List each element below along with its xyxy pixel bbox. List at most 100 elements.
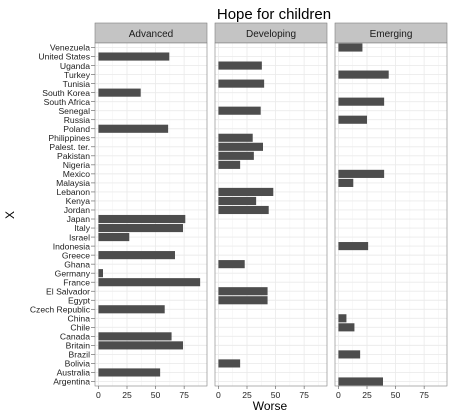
bar bbox=[338, 178, 354, 187]
y-tick-label: Italy bbox=[74, 223, 90, 233]
bar bbox=[218, 79, 265, 88]
y-tick-label: Australia bbox=[57, 368, 91, 378]
y-tick-label: Germany bbox=[55, 268, 91, 278]
bar bbox=[218, 160, 241, 169]
y-tick-label: Czech Republic bbox=[30, 304, 91, 314]
bar bbox=[218, 187, 274, 196]
y-tick-label: Egypt bbox=[68, 295, 91, 305]
y-tick-label: Philippines bbox=[48, 133, 90, 143]
bar bbox=[218, 205, 269, 215]
panel-border bbox=[334, 42, 448, 387]
bar bbox=[218, 61, 262, 70]
bar bbox=[218, 196, 257, 206]
y-tick-label: Brazil bbox=[69, 350, 91, 360]
bar bbox=[218, 106, 261, 115]
bar bbox=[98, 124, 169, 133]
bar bbox=[98, 223, 183, 233]
y-tick-label: El Salvador bbox=[46, 286, 90, 296]
x-tick-label: 25 bbox=[362, 390, 372, 400]
x-tick-label: 50 bbox=[271, 390, 281, 400]
bar bbox=[338, 169, 385, 178]
y-tick-label: South Korea bbox=[42, 88, 90, 98]
y-tick-label: Lebanon bbox=[57, 187, 91, 197]
y-tick-label: Poland bbox=[63, 124, 90, 134]
y-tick-label: Canada bbox=[60, 332, 90, 342]
y-tick-label: Turkey bbox=[64, 70, 91, 80]
bar bbox=[98, 368, 161, 377]
facet-strip-label: Advanced bbox=[129, 29, 173, 40]
bar bbox=[218, 151, 254, 160]
bar bbox=[218, 142, 263, 151]
y-axis-label: X bbox=[3, 211, 17, 219]
bar bbox=[98, 269, 103, 278]
chart-title: Hope for children bbox=[217, 6, 331, 23]
bar bbox=[98, 88, 141, 97]
y-tick-label: Venezuela bbox=[50, 43, 90, 53]
bar bbox=[218, 260, 245, 269]
y-tick-label: Mexico bbox=[63, 169, 90, 179]
y-tick-label: Uganda bbox=[60, 61, 90, 71]
panel-background bbox=[95, 43, 207, 386]
y-tick-label: Pakistan bbox=[57, 151, 90, 161]
bar bbox=[98, 214, 186, 224]
x-tick-label: 50 bbox=[391, 390, 401, 400]
y-tick-label: South Africa bbox=[44, 97, 91, 107]
x-tick-label: 0 bbox=[216, 390, 221, 400]
y-tick-label: Russia bbox=[64, 115, 90, 125]
bar bbox=[218, 296, 268, 305]
y-tick-label: France bbox=[63, 277, 90, 287]
x-tick-label: 75 bbox=[419, 390, 429, 400]
y-tick-label: United States bbox=[38, 52, 90, 62]
x-tick-label: 75 bbox=[299, 390, 309, 400]
y-tick-label: Senegal bbox=[58, 106, 90, 116]
y-tick-label: Israel bbox=[69, 232, 90, 242]
x-tick-label: 50 bbox=[151, 390, 161, 400]
y-tick-label: Palest. ter. bbox=[49, 142, 90, 152]
y-tick-label: Greece bbox=[62, 250, 90, 260]
bar bbox=[338, 377, 383, 386]
y-tick-label: Chile bbox=[70, 323, 90, 333]
bar bbox=[338, 43, 363, 52]
y-tick-label: Tunisia bbox=[63, 79, 91, 89]
bar bbox=[338, 242, 369, 251]
x-tick-label: 0 bbox=[96, 390, 101, 400]
y-tick-label: Japan bbox=[67, 214, 91, 224]
y-tick-label: Nigeria bbox=[63, 160, 90, 170]
y-tick-label: Argentina bbox=[53, 377, 90, 387]
bar bbox=[98, 251, 175, 260]
y-tick-label: Bolivia bbox=[65, 359, 91, 369]
x-axis-label: Worse bbox=[253, 399, 288, 413]
x-tick-label: 25 bbox=[122, 390, 132, 400]
panel-background bbox=[335, 43, 447, 386]
panel-border bbox=[94, 42, 208, 387]
bar bbox=[218, 359, 241, 368]
y-tick-label: Malaysia bbox=[56, 178, 90, 188]
bar bbox=[338, 97, 385, 106]
bar bbox=[338, 314, 347, 323]
bar bbox=[98, 52, 170, 61]
bar bbox=[98, 278, 201, 287]
facet-strip-label: Emerging bbox=[370, 29, 413, 40]
bar bbox=[98, 305, 165, 314]
bar bbox=[98, 341, 183, 350]
facet-strip-label: Developing bbox=[246, 29, 296, 40]
bar bbox=[338, 350, 361, 359]
y-tick-label: Kenya bbox=[66, 196, 91, 206]
panel-background bbox=[215, 43, 327, 386]
y-tick-label: Indonesia bbox=[53, 241, 90, 251]
bar bbox=[218, 133, 253, 142]
bar bbox=[218, 287, 268, 296]
bar bbox=[98, 332, 172, 341]
bar bbox=[338, 323, 355, 332]
bar bbox=[338, 115, 367, 124]
x-tick-label: 75 bbox=[179, 390, 189, 400]
x-tick-label: 25 bbox=[242, 390, 252, 400]
x-tick-label: 0 bbox=[336, 390, 341, 400]
bar bbox=[98, 233, 130, 242]
y-tick-label: China bbox=[68, 314, 91, 324]
panel-border bbox=[214, 42, 328, 387]
y-tick-label: Ghana bbox=[64, 259, 90, 269]
y-tick-label: Jordan bbox=[64, 205, 90, 215]
